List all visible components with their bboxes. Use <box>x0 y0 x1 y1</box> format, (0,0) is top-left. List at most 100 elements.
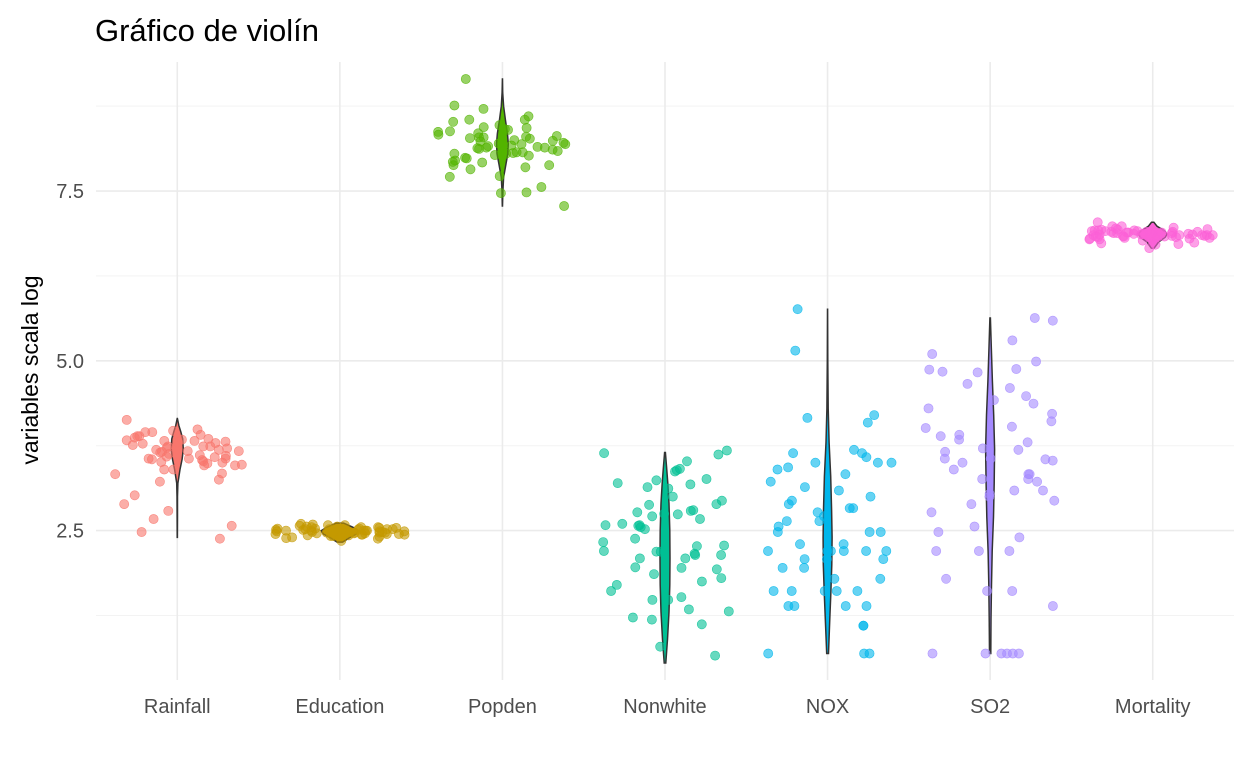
data-point <box>783 462 793 473</box>
data-point <box>323 520 333 531</box>
data-point <box>630 562 641 573</box>
data-point <box>861 546 871 556</box>
jitter-points <box>110 74 1218 661</box>
data-point <box>445 126 455 137</box>
data-point <box>1166 228 1177 238</box>
data-point <box>159 435 170 446</box>
data-point <box>924 364 935 375</box>
data-point <box>433 129 444 140</box>
data-point <box>1107 221 1118 232</box>
data-point <box>449 100 460 111</box>
data-point <box>524 133 535 144</box>
data-point <box>523 111 534 122</box>
data-point <box>684 604 694 615</box>
data-point <box>598 537 609 547</box>
data-point <box>858 620 869 631</box>
data-point <box>840 601 851 611</box>
x-tick-label: Mortality <box>1115 696 1191 718</box>
data-point <box>478 122 489 133</box>
data-point <box>520 162 531 173</box>
data-point <box>1047 315 1058 326</box>
data-point <box>213 474 224 485</box>
data-point <box>692 541 702 552</box>
data-point <box>544 160 555 171</box>
data-point <box>226 520 237 531</box>
data-point <box>799 554 810 564</box>
data-point <box>1011 364 1022 374</box>
data-point <box>865 491 876 502</box>
data-point <box>559 201 569 211</box>
violin-so2 <box>984 317 996 655</box>
data-point <box>1092 217 1103 228</box>
data-point <box>927 349 938 359</box>
data-point <box>444 171 455 182</box>
data-point <box>140 427 151 437</box>
data-point <box>477 157 488 168</box>
data-point <box>344 527 355 537</box>
data-point <box>663 483 674 494</box>
data-point <box>213 444 224 455</box>
data-point <box>1028 398 1039 409</box>
data-point <box>873 457 883 468</box>
data-point <box>129 490 140 501</box>
data-point <box>448 116 459 127</box>
data-point <box>233 446 244 456</box>
data-point <box>1013 444 1024 455</box>
data-point <box>1014 532 1025 543</box>
data-point <box>957 457 968 468</box>
data-point <box>680 553 691 564</box>
data-point <box>647 595 658 605</box>
data-point <box>632 507 643 518</box>
data-point <box>972 367 983 378</box>
data-point <box>1141 226 1152 237</box>
data-point <box>214 533 225 544</box>
data-point <box>1156 228 1166 239</box>
data-point <box>1029 313 1040 323</box>
data-point <box>281 533 292 543</box>
data-point <box>606 586 616 596</box>
data-point <box>159 464 170 475</box>
data-point <box>772 527 783 537</box>
data-point <box>723 606 734 617</box>
x-tick-label: Education <box>295 696 384 718</box>
data-point <box>143 453 154 464</box>
data-point <box>948 464 959 475</box>
data-point <box>464 133 475 143</box>
data-point <box>647 511 658 522</box>
data-point <box>489 150 500 160</box>
violin-rainfall <box>170 417 185 539</box>
data-point <box>493 138 504 149</box>
data-point <box>628 612 638 623</box>
data-point <box>966 499 977 509</box>
data-point <box>373 522 383 533</box>
data-point <box>1086 226 1097 236</box>
data-point <box>716 550 726 560</box>
data-point <box>710 650 720 661</box>
data-point <box>787 495 797 506</box>
data-point <box>464 114 475 125</box>
data-point <box>838 539 849 550</box>
data-point <box>985 453 996 464</box>
x-axis-ticks: Rainfall Education Popden Nonwhite NOX SO2 Mor… <box>144 696 1191 718</box>
data-point <box>875 527 886 537</box>
data-point <box>789 601 800 611</box>
data-point <box>1048 601 1058 611</box>
data-point <box>1007 335 1018 346</box>
data-point <box>600 520 611 531</box>
data-point <box>777 563 788 573</box>
data-point <box>311 528 322 539</box>
x-tick-label: SO2 <box>970 696 1010 718</box>
data-point <box>1144 243 1155 253</box>
violin-nonwhite <box>659 451 671 664</box>
data-point <box>859 648 869 659</box>
data-point <box>920 423 931 433</box>
data-point <box>1002 648 1012 659</box>
data-point <box>1173 239 1184 249</box>
data-point <box>483 141 493 152</box>
data-point <box>1049 495 1060 506</box>
data-point <box>399 529 410 540</box>
data-point <box>168 425 178 436</box>
data-point <box>672 509 683 520</box>
data-point <box>473 128 484 139</box>
